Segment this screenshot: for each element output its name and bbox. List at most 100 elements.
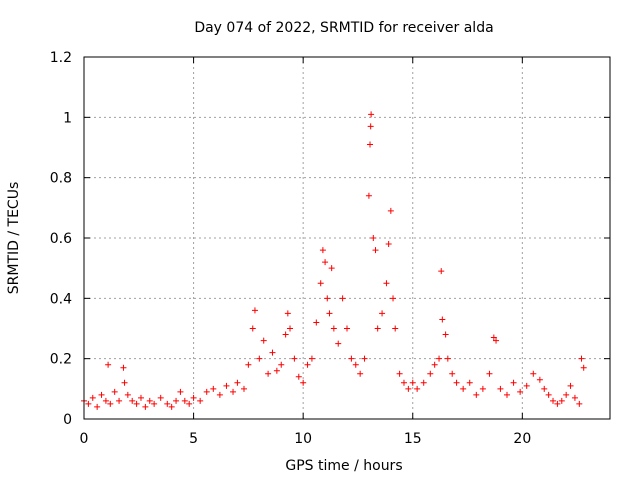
data-point	[89, 394, 96, 401]
data-point	[330, 325, 337, 332]
y-axis-label: SRMTID / TECUs	[6, 182, 22, 295]
y-tick-label: 0.6	[50, 231, 72, 247]
data-point	[379, 310, 386, 317]
data-point	[554, 400, 561, 407]
data-point	[94, 403, 101, 410]
x-tick-label: 15	[404, 431, 422, 447]
data-point	[365, 192, 372, 199]
data-point	[282, 331, 289, 338]
data-point	[493, 337, 500, 344]
data-point	[157, 394, 164, 401]
data-point	[142, 403, 149, 410]
data-point	[291, 355, 298, 362]
x-axis-label: GPS time / hours	[285, 458, 402, 474]
data-point	[168, 403, 175, 410]
data-point	[400, 379, 407, 386]
data-point	[387, 207, 394, 214]
data-point	[120, 364, 127, 371]
data-point	[367, 141, 374, 148]
data-point	[385, 241, 392, 248]
data-point	[576, 400, 583, 407]
data-point	[295, 373, 302, 380]
data-point	[265, 370, 272, 377]
data-point	[313, 319, 320, 326]
data-point	[383, 280, 390, 287]
data-point	[409, 379, 416, 386]
data-point	[571, 394, 578, 401]
data-point	[449, 370, 456, 377]
data-point	[439, 316, 446, 323]
data-point	[405, 385, 412, 392]
y-tick-label: 1	[63, 110, 72, 126]
data-point	[284, 310, 291, 317]
data-point	[133, 400, 140, 407]
data-point	[278, 361, 285, 368]
data-point	[490, 334, 497, 341]
grid-lines	[84, 57, 610, 419]
x-tick-label: 5	[189, 431, 198, 447]
data-point	[186, 400, 193, 407]
data-point	[486, 370, 493, 377]
data-point	[107, 400, 114, 407]
data-point	[503, 391, 510, 398]
data-point	[105, 361, 112, 368]
data-point	[541, 385, 548, 392]
data-point	[287, 325, 294, 332]
data-point	[438, 268, 445, 275]
data-point	[273, 367, 280, 374]
data-point	[370, 235, 377, 241]
data-point	[308, 355, 315, 362]
y-tick-label: 0.4	[50, 291, 72, 307]
data-point	[151, 400, 158, 407]
data-point	[431, 361, 438, 368]
data-point	[567, 382, 574, 389]
chart-title: Day 074 of 2022, SRMTID for receiver ald…	[194, 20, 493, 36]
data-point	[357, 370, 364, 377]
data-point	[517, 388, 524, 395]
data-point	[530, 370, 537, 377]
data-point	[129, 397, 136, 404]
x-tick-label: 0	[80, 431, 89, 447]
data-point	[374, 325, 381, 332]
data-points	[81, 111, 587, 410]
data-point	[558, 397, 565, 404]
data-point	[420, 379, 427, 386]
data-point	[466, 379, 473, 386]
data-point	[230, 388, 237, 395]
data-point	[460, 385, 467, 392]
data-point	[260, 337, 267, 344]
data-point	[300, 379, 307, 386]
data-point	[85, 400, 92, 407]
data-point	[269, 349, 276, 356]
data-point	[444, 355, 451, 362]
data-point	[368, 111, 375, 118]
data-point	[234, 379, 241, 386]
data-point	[124, 391, 131, 398]
data-point	[392, 325, 399, 332]
data-point	[390, 295, 397, 302]
data-point	[251, 307, 258, 314]
data-point	[563, 391, 570, 398]
data-point	[536, 376, 543, 383]
data-point	[164, 400, 171, 407]
data-point	[578, 355, 585, 362]
data-point	[436, 355, 443, 362]
data-point	[550, 397, 557, 404]
data-point	[203, 388, 210, 395]
data-point	[121, 379, 128, 386]
data-point	[111, 388, 118, 395]
data-point	[317, 280, 324, 287]
y-tick-label: 0.2	[50, 352, 72, 368]
data-point	[473, 391, 480, 398]
data-point	[223, 382, 230, 389]
data-point	[580, 364, 587, 371]
data-point	[352, 361, 359, 368]
data-point	[210, 385, 217, 392]
data-point	[240, 385, 247, 392]
data-point	[339, 295, 346, 302]
data-point	[427, 370, 434, 377]
data-point	[249, 325, 256, 332]
tick-labels: 0 0.2 0.4 0.6 0.8 1 1.2 0 5 10 15 20	[50, 50, 532, 447]
y-tick-label: 0.8	[50, 171, 72, 187]
